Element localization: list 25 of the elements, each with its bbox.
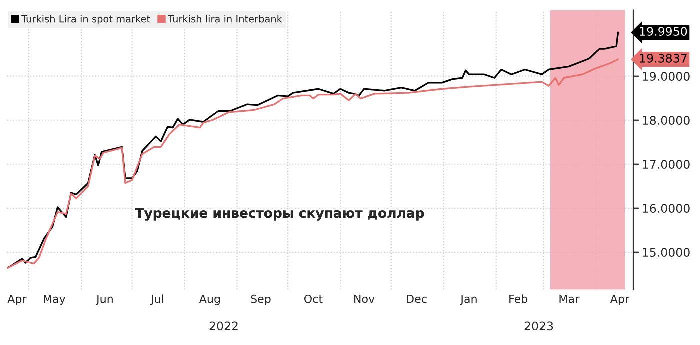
text: 2023 [524,322,554,331]
x-tick-label: Dec [407,295,427,304]
x-tick-label: Oct [304,294,323,304]
x-tick-label: Nov [354,295,375,304]
x-tick-label: May [44,295,66,306]
text: 2022 [210,322,238,331]
x-tick-label: Feb [510,294,528,304]
x-tick-label: Apr [610,295,630,306]
x-tick-label: Sep [251,294,271,306]
y-tick-label: 17.0000 [643,160,690,170]
x-tick-label: Jun [96,295,113,306]
data-label: 19.9950 [640,27,688,36]
x-tick-label: Mar [560,295,580,304]
annotation: Турецкие инвесторы скупают доллар [135,208,424,221]
data-label: 19.3837 [640,54,687,63]
legend-label: Turkish Lira in spot market [22,15,150,25]
x-tick-label: Aug [199,295,220,306]
x-tick-label: Jul [150,294,164,306]
x-tick-label: Apr [8,295,27,306]
x-tick-label: Jan [460,295,477,306]
y-tick-label: 16.0000 [643,204,690,214]
legend-label: Turkish lira in Interbank [168,15,282,23]
y-tick-label: 19.0000 [643,72,690,82]
y-tick-label: 15.0000 [643,248,690,258]
y-tick-label: 18.0000 [643,116,690,126]
